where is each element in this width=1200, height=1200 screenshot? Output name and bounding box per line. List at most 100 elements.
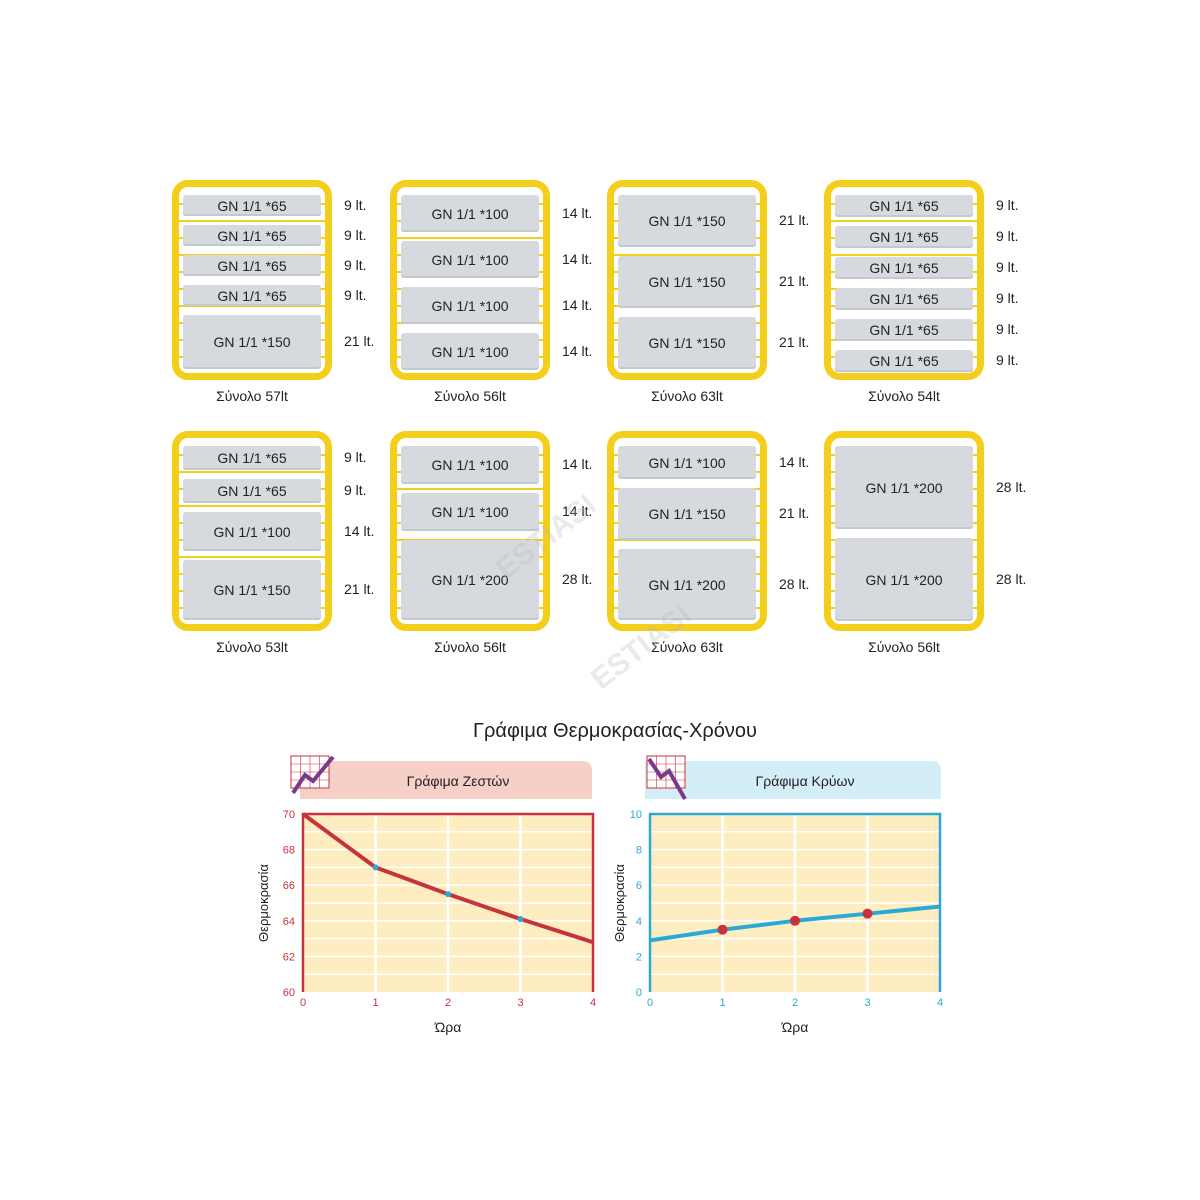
tray-capacity: 21 lt. (779, 334, 810, 350)
container-frame: GN 1/1 *65 GN 1/1 *65 GN 1/1 *100 GN 1/1 *1… (172, 431, 332, 631)
tray-capacity: 21 lt. (779, 273, 810, 289)
gn-tray: GN 1/1 *65 (183, 479, 321, 503)
shelf-rail (614, 539, 760, 541)
gn-tray: GN 1/1 *100 (401, 241, 539, 278)
y-tick-label: 64 (283, 916, 295, 928)
gn-tray: GN 1/1 *200 (401, 540, 539, 620)
x-tick-label: 0 (647, 997, 653, 1009)
tray-capacity: 21 lt. (344, 333, 375, 349)
chart-title: Γράφιμα Ζεστών (407, 773, 510, 789)
gn-tray: GN 1/1 *65 (835, 226, 973, 248)
gn-tray: GN 1/1 *150 (618, 488, 756, 540)
data-point (862, 908, 873, 919)
tray-capacity: 14 lt. (562, 204, 593, 221)
gn-tray: GN 1/1 *65 (835, 257, 973, 279)
tray-capacity: 14 lt. (562, 342, 593, 359)
gn-tray: GN 1/1 *100 (183, 512, 321, 551)
tray-capacity: 9 lt. (996, 290, 1019, 306)
gn-tray: GN 1/1 *200 (618, 549, 756, 620)
gn-tray: GN 1/1 *100 (618, 446, 756, 479)
icon-arrow (647, 757, 687, 800)
shelf-rail (179, 556, 325, 558)
configuration-total: Σύνολο 56lt (434, 388, 506, 404)
gn-tray: GN 1/1 *65 (183, 285, 321, 306)
shelf-rail (179, 505, 325, 507)
container-frame: GN 1/1 *100 GN 1/1 *100 GN 1/1 *200 (390, 431, 550, 631)
gn-tray: GN 1/1 *65 (183, 255, 321, 276)
gn-tray: GN 1/1 *100 (401, 195, 539, 232)
data-point (517, 916, 524, 923)
x-tick-label: 2 (445, 997, 451, 1009)
y-tick-label: 60 (283, 987, 295, 999)
tray-capacity: 9 lt. (344, 196, 367, 213)
series-line (649, 904, 941, 943)
configuration-total: Σύνολο 63lt (651, 388, 723, 404)
tray-capacity: 9 lt. (344, 256, 367, 273)
shelf-rail (179, 471, 325, 473)
tray-capacity: 9 lt. (996, 197, 1019, 213)
axis-frame (301, 812, 595, 992)
gn-tray: GN 1/1 *100 (401, 333, 539, 370)
shelf-rail (179, 305, 325, 307)
tray-capacity: 28 lt. (996, 478, 1027, 495)
gn-tray: GN 1/1 *65 (183, 446, 321, 470)
gn-tray: GN 1/1 *200 (835, 446, 973, 529)
tray-capacity: 14 lt. (562, 250, 593, 267)
y-tick-label: 10 (630, 809, 642, 821)
container-frame: GN 1/1 *65 GN 1/1 *65 GN 1/1 *65 GN 1/1 *65… (824, 180, 984, 380)
tray-capacity: 9 lt. (996, 352, 1019, 368)
tray-capacity: 14 lt. (562, 456, 593, 472)
tray-capacity: 21 lt. (344, 581, 375, 597)
container-frame: GN 1/1 *150 GN 1/1 *150 GN 1/1 *150 (607, 180, 767, 380)
configuration-total: Σύνολο 53lt (216, 639, 288, 655)
x-tick-label: 1 (719, 997, 725, 1009)
tray-capacity: 21 lt. (779, 212, 810, 228)
y-tick-label: 70 (283, 809, 295, 821)
icon-grid-box (290, 755, 330, 789)
y-tick-label: 2 (636, 951, 642, 963)
x-tick-label: 2 (792, 997, 798, 1009)
configuration-total: Σύνολο 54lt (868, 388, 940, 404)
chart-1: Γράφιμα Ζεστών 60 62 64 66 68 70 0 1 2 3 4 Ώρα Θερμοκ… (256, 755, 596, 1035)
container-frame: GN 1/1 *200 GN 1/1 *200 (824, 431, 984, 631)
y-axis-label: Θερμοκρασία (256, 864, 271, 942)
y-tick-label: 68 (283, 845, 295, 857)
x-axis-label: Ώρα (434, 1019, 462, 1035)
tray-capacity: 9 lt. (344, 286, 367, 303)
chart-header (645, 761, 941, 799)
tray-capacity: 9 lt. (996, 228, 1019, 244)
gn-tray: GN 1/1 *100 (401, 446, 539, 484)
gn-tray: GN 1/1 *65 (835, 319, 973, 341)
data-point (372, 864, 379, 871)
y-tick-label: 8 (636, 845, 642, 857)
gn-tray: GN 1/1 *65 (183, 195, 321, 216)
tray-capacity: 9 lt. (996, 259, 1019, 275)
falling-graph-icon (646, 755, 687, 800)
container-frame: GN 1/1 *100 GN 1/1 *100 GN 1/1 *100 GN 1/1 … (390, 180, 550, 380)
gn-tray: GN 1/1 *65 (183, 225, 321, 246)
y-tick-label: 66 (283, 880, 295, 892)
axis-frame (648, 812, 942, 992)
gn-tray: GN 1/1 *150 (618, 195, 756, 247)
icon-arrow (291, 755, 335, 795)
chart-header (300, 761, 592, 799)
tray-capacity: 21 lt. (779, 505, 810, 521)
tray-capacity: 14 lt. (562, 503, 593, 519)
icon-grid-box (646, 755, 686, 789)
tray-capacity: 28 lt. (562, 571, 593, 587)
tray-capacity: 28 lt. (996, 570, 1027, 587)
shelf-rail (614, 254, 760, 256)
y-tick-label: 4 (636, 916, 642, 928)
configuration-total: Σύνολο 56lt (434, 639, 506, 655)
x-tick-label: 1 (372, 997, 378, 1009)
container-frame: GN 1/1 *65 GN 1/1 *65 GN 1/1 *65 GN 1/1 *65… (172, 180, 332, 380)
gn-tray: GN 1/1 *150 (183, 560, 321, 620)
x-tick-label: 3 (864, 997, 870, 1009)
shelf-rail (397, 237, 543, 239)
tray-capacity: 9 lt. (344, 482, 367, 498)
configuration-total: Σύνολο 56lt (868, 639, 940, 655)
y-tick-label: 6 (636, 880, 642, 892)
x-axis-label: Ώρα (781, 1019, 809, 1035)
chart-section-title: Γράφιμα Θερμοκρασίας-Χρόνου (473, 720, 757, 742)
configuration-total: Σύνολο 63lt (651, 639, 723, 655)
